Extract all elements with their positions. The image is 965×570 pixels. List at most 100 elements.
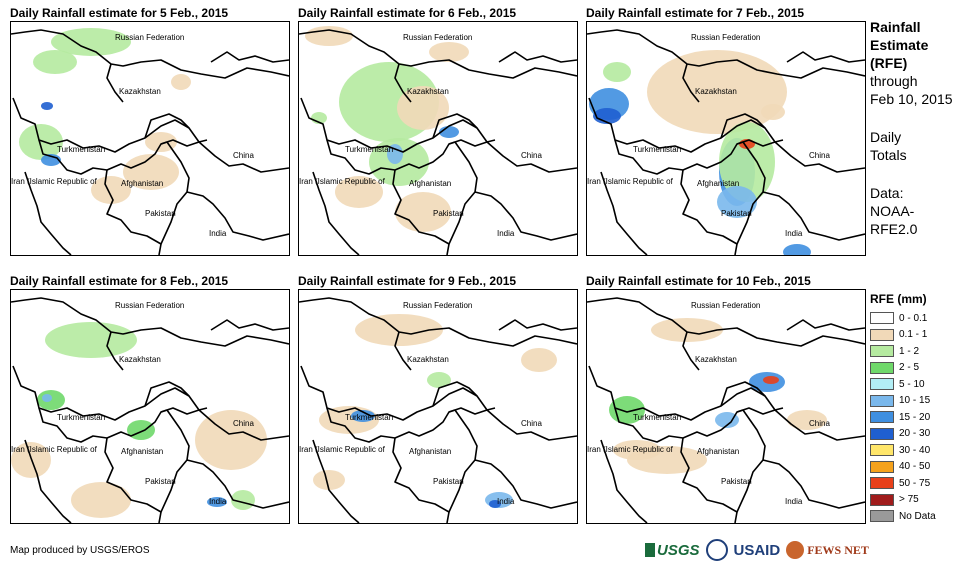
rainfall-patch xyxy=(231,490,255,510)
legend-item: 0 - 0.1 xyxy=(870,310,965,327)
country-label-russia: Russian Federation xyxy=(115,301,184,310)
country-label-russia: Russian Federation xyxy=(115,33,184,42)
country-label-kazakhstan: Kazakhstan xyxy=(407,355,449,364)
country-border xyxy=(104,169,162,255)
rainfall-patch xyxy=(195,410,267,470)
country-border xyxy=(210,51,289,63)
country-border xyxy=(24,439,72,523)
rainfall-areas xyxy=(19,28,191,204)
country-border xyxy=(312,439,360,523)
country-labels: Russian Federation Kazakhstan Turkmenistan… xyxy=(587,301,830,506)
country-label-russia: Russian Federation xyxy=(691,301,760,310)
usgs-logo: USGS xyxy=(645,542,700,559)
rainfall-patch xyxy=(19,124,63,160)
country-border xyxy=(299,29,577,79)
sidebar-totals: Daily Totals xyxy=(870,129,907,163)
country-label-russia: Russian Federation xyxy=(691,33,760,42)
country-border xyxy=(588,97,784,153)
legend-swatch xyxy=(870,394,894,407)
country-border xyxy=(474,459,577,509)
sidebar-info: Rainfall Estimate (RFE) through Feb 10, … xyxy=(870,18,965,238)
country-label-afghanistan: Afghanistan xyxy=(697,179,739,188)
country-border xyxy=(474,191,577,241)
rainfall-patch xyxy=(313,470,345,490)
rainfall-patch xyxy=(715,412,739,428)
legend-label: 15 - 20 xyxy=(899,411,931,423)
country-label-turkmenistan: Turkmenistan xyxy=(57,413,105,422)
fews-net-logo: FEWS NET xyxy=(786,541,869,559)
country-label-afghanistan: Afghanistan xyxy=(697,447,739,456)
legend-item: 15 - 20 xyxy=(870,409,965,426)
panel-feb-9: Daily Rainfall estimate for 9 Feb., 2015… xyxy=(298,274,578,524)
country-label-turkmenistan: Turkmenistan xyxy=(633,145,681,154)
logos: USGS USAID FEWS NET xyxy=(645,536,869,564)
country-label-india: India xyxy=(497,229,515,238)
map-svg: Russian Federation Kazakhstan Turkmenistan… xyxy=(11,297,289,523)
country-label-india: India xyxy=(497,497,515,506)
country-border xyxy=(720,381,766,407)
legend-item: 2 - 5 xyxy=(870,360,965,377)
country-label-pakistan: Pakistan xyxy=(721,477,752,486)
country-label-russia: Russian Federation xyxy=(403,301,472,310)
country-border xyxy=(448,139,577,173)
country-border xyxy=(392,437,450,523)
rainfall-areas xyxy=(11,322,267,518)
rainfall-patch xyxy=(42,394,52,402)
country-border xyxy=(682,331,700,371)
legend-swatch xyxy=(870,411,894,424)
legend-label: 20 - 30 xyxy=(899,428,931,440)
panel-feb-8: Daily Rainfall estimate for 8 Feb., 2015… xyxy=(10,274,290,524)
country-border xyxy=(600,439,648,523)
country-border xyxy=(300,97,496,153)
country-label-pakistan: Pakistan xyxy=(145,209,176,218)
country-label-turkmenistan: Turkmenistan xyxy=(345,145,393,154)
country-border xyxy=(736,407,865,441)
country-border xyxy=(160,139,289,173)
rainfall-patch xyxy=(651,318,723,342)
rainfall-patch xyxy=(45,322,137,358)
country-label-kazakhstan: Kazakhstan xyxy=(407,87,449,96)
country-label-iran: Iran (Islamic Republic of xyxy=(587,177,674,186)
country-border xyxy=(682,63,700,103)
country-border xyxy=(300,365,496,421)
sidebar-through: through Feb 10, 2015 xyxy=(870,73,953,107)
rainfall-map: Russian Federation Kazakhstan Turkmenistan… xyxy=(298,21,578,256)
country-border xyxy=(762,459,865,509)
country-border xyxy=(12,365,208,421)
rainfall-patch xyxy=(613,440,661,460)
rainfall-patch xyxy=(71,482,131,518)
panel-title: Daily Rainfall estimate for 9 Feb., 2015 xyxy=(298,274,517,288)
map-svg: Russian Federation Kazakhstan Turkmenistan… xyxy=(587,297,865,523)
country-border xyxy=(680,169,738,255)
panel-feb-5: Daily Rainfall estimate for 5 Feb., 2015… xyxy=(10,6,290,256)
sidebar-source: Data: NOAA- RFE2.0 xyxy=(870,185,918,237)
legend-swatch xyxy=(870,510,894,523)
rainfall-patch xyxy=(127,420,155,440)
rainfall-map: Russian Federation Kazakhstan Turkmenistan… xyxy=(10,21,290,256)
map-svg: Russian Federation Kazakhstan Turkmenistan… xyxy=(587,29,865,255)
legend-swatch xyxy=(870,493,894,506)
legend-label: 2 - 5 xyxy=(899,362,920,374)
country-borders xyxy=(587,297,865,523)
rainfall-patch xyxy=(41,102,53,110)
country-border xyxy=(432,113,478,139)
country-border xyxy=(786,319,865,331)
country-label-china: China xyxy=(521,151,542,160)
rainfall-patch xyxy=(489,500,501,508)
country-label-afghanistan: Afghanistan xyxy=(121,179,163,188)
country-label-kazakhstan: Kazakhstan xyxy=(695,87,737,96)
globe-icon xyxy=(786,541,805,559)
country-label-pakistan: Pakistan xyxy=(433,477,464,486)
country-border xyxy=(762,191,865,241)
country-label-iran: Iran (Islamic Republic of xyxy=(11,177,98,186)
country-label-china: China xyxy=(809,151,830,160)
legend-swatch xyxy=(870,477,894,490)
country-border xyxy=(394,63,412,103)
rainfall-patch xyxy=(429,42,469,62)
rainfall-map: Russian Federation Kazakhstan Turkmenistan… xyxy=(10,289,290,524)
rainfall-patch xyxy=(145,132,177,152)
country-border xyxy=(24,171,72,255)
rainfall-patch xyxy=(123,154,179,190)
country-border xyxy=(680,437,738,523)
country-border xyxy=(498,319,577,331)
